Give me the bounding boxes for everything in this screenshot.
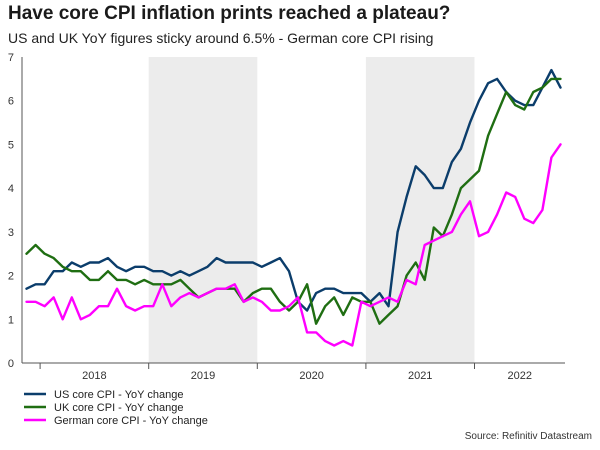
y-tick-label: 6 — [8, 96, 14, 108]
series-line-3 — [25, 143, 562, 347]
y-tick-label: 3 — [8, 227, 14, 239]
y-tick-label: 2 — [8, 271, 14, 283]
legend-label: US core CPI - YoY change — [54, 389, 183, 401]
x-tick-label: 2019 — [191, 370, 215, 382]
x-tick-label: 2022 — [508, 370, 532, 382]
series-line-1 — [25, 68, 562, 312]
x-tick-label: 2021 — [408, 370, 432, 382]
legend-label: UK core CPI - YoY change — [54, 402, 183, 414]
shaded-band-2019 — [148, 57, 258, 363]
y-tick-label: 4 — [8, 183, 14, 195]
shaded-band-2021 — [365, 57, 475, 363]
series-line-2 — [25, 77, 562, 325]
x-tick-label: 2020 — [299, 370, 323, 382]
chart-title: Have core CPI inflation prints reached a… — [8, 3, 451, 24]
y-tick-label: 7 — [8, 52, 14, 64]
source-note: Source: Refinitiv Datastream — [464, 431, 592, 442]
legend-label: German core CPI - YoY change — [54, 415, 208, 427]
chart-subtitle: US and UK YoY figures sticky around 6.5%… — [8, 30, 434, 46]
x-tick-label: 2018 — [82, 370, 106, 382]
y-tick-label: 5 — [8, 139, 14, 151]
y-tick-label: 1 — [8, 314, 14, 326]
y-tick-label: 0 — [8, 358, 14, 370]
